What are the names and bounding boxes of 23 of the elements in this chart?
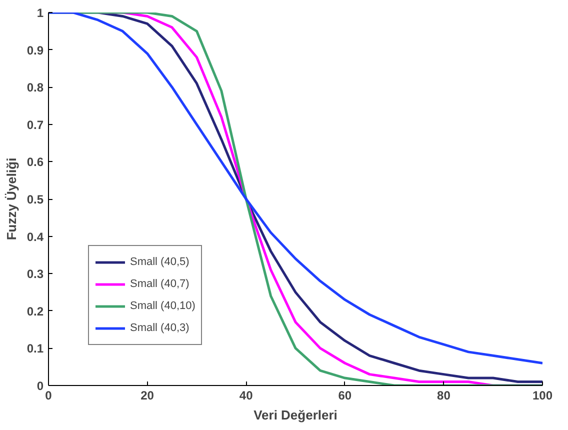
y-axis-title: Fuzzy Üyeliği bbox=[4, 158, 19, 240]
x-tick-label: 100 bbox=[532, 388, 553, 402]
y-tick-label: 0.7 bbox=[26, 118, 44, 132]
y-tick-label: 0.9 bbox=[26, 43, 44, 58]
y-tick-label: 0 bbox=[36, 379, 44, 393]
x-tick-label: 60 bbox=[338, 388, 352, 402]
legend-label: Small (40,3) bbox=[130, 322, 190, 334]
x-tick-label: 0 bbox=[45, 388, 52, 402]
y-tick-label: 1 bbox=[36, 6, 44, 20]
y-tick-label: 0.6 bbox=[26, 155, 44, 170]
y-tick-label: 0.8 bbox=[26, 80, 44, 95]
y-tick-label: 0.2 bbox=[26, 304, 44, 318]
x-tick-label: 80 bbox=[437, 388, 451, 402]
y-tick-label: 0.5 bbox=[26, 192, 44, 206]
x-tick-label: 20 bbox=[140, 388, 154, 402]
y-tick-label: 0.4 bbox=[26, 230, 44, 244]
x-tick-label: 40 bbox=[239, 388, 254, 402]
legend-label: Small (40,5) bbox=[130, 256, 190, 268]
x-axis-title: Veri Değerleri bbox=[254, 408, 338, 422]
legend-label: Small (40,10) bbox=[130, 300, 196, 312]
y-tick-label: 0.3 bbox=[26, 267, 44, 282]
y-tick-label: 0.1 bbox=[26, 342, 44, 356]
legend-label: Small (40,7) bbox=[130, 278, 190, 290]
